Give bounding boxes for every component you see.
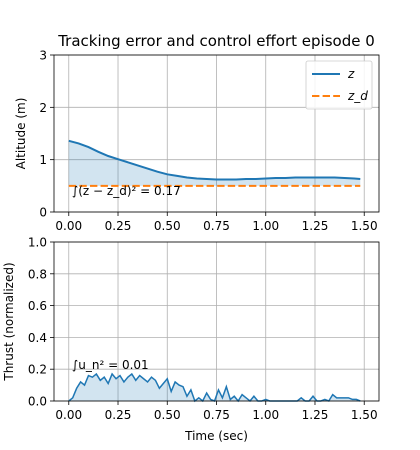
y-tick-label: 0.6: [28, 299, 47, 313]
x-tick-label: 1.25: [302, 219, 329, 233]
x-tick-label: 1.50: [351, 219, 378, 233]
y-tick-label: 0.4: [28, 331, 47, 345]
x-tick-label: 0.50: [154, 408, 181, 422]
x-tick-label: 0.00: [55, 219, 82, 233]
x-tick-label: 0.75: [203, 219, 230, 233]
y-tick-label: 1.0: [28, 236, 47, 250]
x-tick-label: 0.00: [55, 408, 82, 422]
x-tick-label: 1.00: [252, 219, 279, 233]
y-tick-label: 3: [39, 49, 47, 63]
x-tick-label: 0.75: [203, 408, 230, 422]
legend: z z_d: [305, 60, 373, 110]
chart-title: Tracking error and control effort episod…: [57, 32, 375, 50]
tracking-error-annotation: ∫(z − z_d)² = 0.17: [72, 184, 181, 198]
x-tick-label: 1.00: [252, 408, 279, 422]
x-tick-label: 0.25: [105, 408, 132, 422]
x-tick-label: 0.25: [105, 219, 132, 233]
y-tick-label: 0.0: [28, 395, 47, 409]
altitude-ticks: 0.00 0.25 0.50 0.75 1.00 1.25 1.50 0 1 2 3: [39, 49, 377, 234]
altitude-axes: 0.00 0.25 0.50 0.75 1.00 1.25 1.50 0 1 2 3 Trackin…: [14, 32, 380, 234]
x-tick-label: 1.50: [351, 408, 378, 422]
y-tick-label: 0: [39, 206, 47, 220]
y-tick-label: 1: [39, 153, 47, 167]
series-line-z: [68, 139, 361, 181]
altitude-error-fill: [68, 140, 361, 186]
thrust-y-axis-label: Thrust (normalized): [2, 262, 16, 381]
thrust-area-fill: [68, 373, 361, 401]
x-tick-label: 0.50: [154, 219, 181, 233]
thrust-x-axis-label: Time (sec): [184, 429, 248, 443]
thrust-axes: 0.00 0.25 0.50 0.75 1.00 1.25 1.50 0.0 0.2 0.4 0.6…: [2, 236, 380, 443]
altitude-y-axis-label: Altitude (m): [14, 98, 28, 170]
y-tick-label: 0.2: [28, 363, 47, 377]
y-tick-label: 2: [39, 101, 47, 115]
x-tick-label: 1.25: [302, 408, 329, 422]
thrust-ticks: 0.00 0.25 0.50 0.75 1.00 1.25 1.50 0.0 0.2 0.4 0.6…: [28, 236, 378, 423]
legend-label-z: z: [347, 67, 355, 81]
control-effort-annotation: ∫u_n² = 0.01: [72, 358, 149, 372]
y-tick-label: 0.8: [28, 267, 47, 281]
legend-label-z-d: z_d: [347, 89, 368, 103]
